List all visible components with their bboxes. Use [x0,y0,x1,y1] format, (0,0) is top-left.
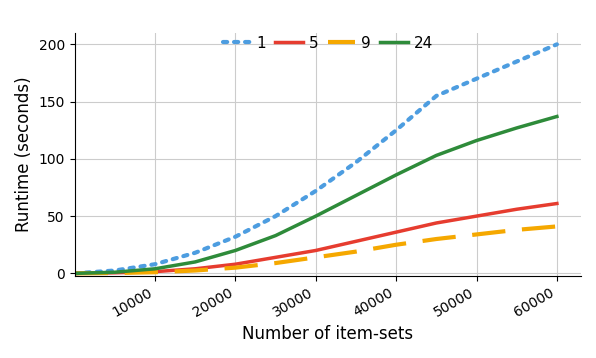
5 [111,271,119,275]
X-axis label: Number of item-sets: Number of item-sets [242,325,414,343]
9 [513,228,520,232]
9 [232,266,239,270]
5 [71,271,78,276]
5 [393,230,400,234]
1 [312,189,319,193]
Line: 1: 1 [74,44,557,274]
Y-axis label: Runtime (seconds): Runtime (seconds) [15,77,33,232]
1 [352,160,359,164]
24 [192,260,199,264]
5 [473,214,480,218]
5 [553,201,560,205]
24 [151,267,159,271]
9 [433,237,440,241]
24 [553,114,560,118]
9 [192,268,199,273]
24 [513,126,520,130]
5 [352,239,359,243]
1 [473,77,480,81]
5 [232,262,239,266]
9 [553,224,560,228]
1 [192,251,199,255]
5 [151,270,159,274]
24 [312,214,319,218]
1 [393,128,400,132]
24 [352,193,359,198]
Legend: 1, 5, 9, 24: 1, 5, 9, 24 [223,36,433,51]
5 [513,207,520,211]
Line: 5: 5 [74,203,557,274]
1 [272,214,279,218]
5 [192,267,199,271]
Line: 9: 9 [74,226,557,274]
9 [352,250,359,254]
24 [433,153,440,158]
1 [433,94,440,98]
24 [393,173,400,177]
9 [151,270,159,274]
1 [151,262,159,266]
9 [111,271,119,275]
9 [312,255,319,260]
1 [111,268,119,273]
Line: 24: 24 [74,116,557,274]
24 [71,271,78,276]
1 [553,42,560,47]
24 [232,248,239,253]
1 [232,234,239,239]
1 [71,271,78,276]
5 [433,221,440,225]
9 [393,243,400,247]
5 [312,248,319,253]
24 [473,139,480,143]
5 [272,255,279,260]
9 [71,271,78,276]
24 [111,270,119,274]
9 [473,232,480,237]
24 [272,233,279,238]
1 [513,59,520,64]
9 [272,261,279,265]
